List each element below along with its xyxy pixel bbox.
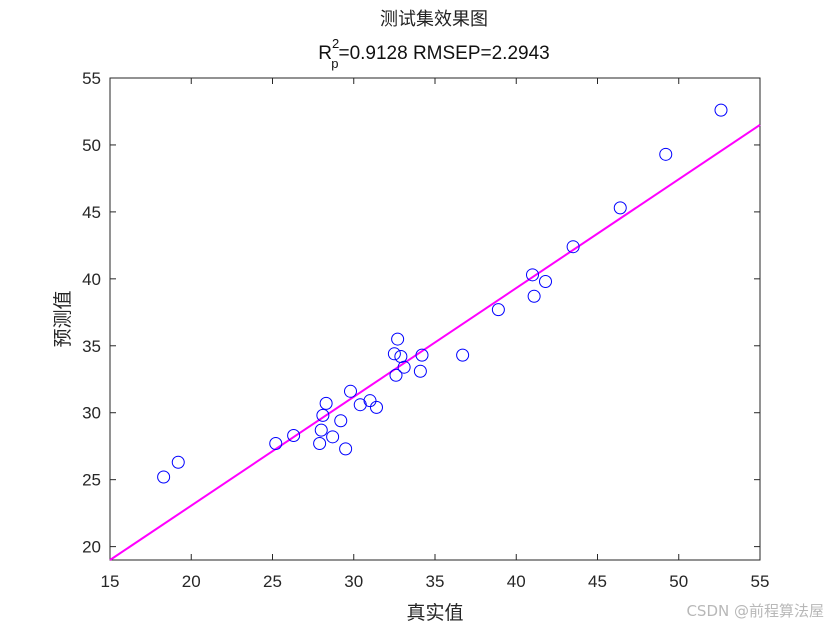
- data-point: [363, 394, 377, 408]
- scatter-points: [157, 103, 728, 484]
- x-tick-label: 30: [344, 572, 363, 591]
- y-tick-label: 45: [82, 203, 101, 222]
- data-point: [526, 268, 539, 282]
- watermark-text: CSDN @前程算法屋: [686, 602, 824, 620]
- y-tick-label: 25: [82, 471, 101, 490]
- data-point: [491, 303, 505, 317]
- subtitle-superscript: 2: [332, 36, 339, 51]
- data-point: [171, 455, 185, 469]
- data-point: [387, 347, 401, 361]
- x-tick-label: 45: [588, 572, 607, 591]
- y-tick-label: 50: [82, 136, 101, 155]
- data-point: [316, 408, 330, 422]
- data-point: [157, 470, 171, 484]
- plot-frame: [109, 77, 761, 561]
- y-tick-label: 30: [82, 404, 101, 423]
- y-axis: 20 25 30 35 40 45 50 55: [82, 69, 760, 557]
- data-point: [659, 147, 673, 161]
- x-tick-label: 50: [669, 572, 688, 591]
- data-point: [314, 423, 328, 437]
- data-point: [456, 348, 470, 362]
- subtitle-subscript: p: [331, 56, 338, 71]
- data-point: [391, 332, 405, 346]
- x-tick-label: 20: [182, 572, 201, 591]
- data-point: [415, 348, 429, 362]
- y-tick-label: 40: [82, 270, 101, 289]
- x-tick-label: 15: [101, 572, 120, 591]
- data-point: [269, 437, 283, 451]
- data-point: [714, 103, 728, 117]
- x-tick-label: 40: [507, 572, 526, 591]
- data-point: [353, 398, 367, 412]
- x-tick-label: 55: [751, 572, 770, 591]
- data-point: [287, 428, 301, 442]
- data-point: [613, 201, 627, 215]
- x-axis: 15 20 25 30 35 40 45 50 55: [101, 78, 770, 591]
- x-tick-label: 25: [263, 572, 282, 591]
- data-point: [313, 437, 327, 451]
- fit-line-group: [109, 124, 761, 561]
- data-point: [339, 442, 353, 456]
- data-point: [397, 360, 411, 374]
- data-point: [389, 368, 403, 382]
- data-point: [370, 400, 383, 414]
- data-point: [326, 430, 340, 444]
- x-axis-label: 真实值: [406, 602, 463, 624]
- data-point: [539, 275, 552, 289]
- y-tick-label: 55: [82, 69, 101, 88]
- data-point: [566, 240, 580, 254]
- data-point: [413, 364, 427, 378]
- y-tick-label: 20: [82, 538, 101, 557]
- data-point: [527, 289, 541, 303]
- chart-subtitle: R2 p=0.9128 RMSEP=2.2943: [318, 36, 549, 71]
- x-tick-label: 35: [426, 572, 445, 591]
- data-point: [344, 384, 357, 398]
- fit-line: [109, 124, 761, 561]
- subtitle-metrics: =0.9128 RMSEP=2.2943: [338, 43, 549, 64]
- y-tick-label: 35: [82, 337, 101, 356]
- y-axis-label: 预测值: [52, 290, 74, 347]
- data-point: [319, 396, 333, 410]
- subtitle-r: R: [318, 43, 332, 64]
- chart-title: 测试集效果图: [380, 9, 488, 30]
- data-point: [334, 414, 348, 428]
